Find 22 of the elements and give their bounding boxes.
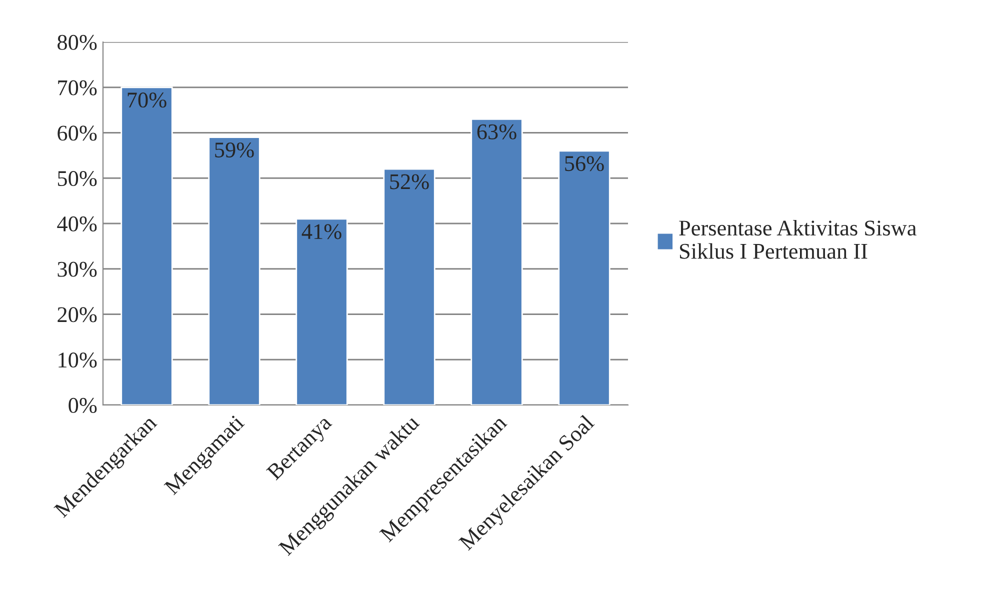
bar <box>296 218 348 405</box>
y-tick-label: 50% <box>58 171 97 186</box>
data-label: 56% <box>565 156 604 172</box>
y-tick-label: 70% <box>58 80 97 96</box>
y-tick-label: 0% <box>68 398 97 413</box>
bar <box>208 136 260 405</box>
bar <box>558 150 610 405</box>
data-label: 41% <box>302 224 342 240</box>
y-tick-label: 10% <box>58 352 97 368</box>
bar <box>470 118 523 405</box>
bar <box>383 168 436 405</box>
data-label: 52% <box>390 174 429 190</box>
data-label: 59% <box>215 142 254 158</box>
data-label: 63% <box>477 124 516 140</box>
y-tick-label: 40% <box>57 216 97 232</box>
y-tick-label: 20% <box>58 307 97 322</box>
y-tick-label: 80% <box>58 34 97 50</box>
data-label: 70% <box>128 92 166 108</box>
y-tick-label: 30% <box>58 262 97 277</box>
legend-label: Persentase Aktivitas Siswa Siklus I Pertemuan II <box>679 220 916 259</box>
bar <box>120 86 173 405</box>
y-tick-label: 60% <box>58 126 97 141</box>
